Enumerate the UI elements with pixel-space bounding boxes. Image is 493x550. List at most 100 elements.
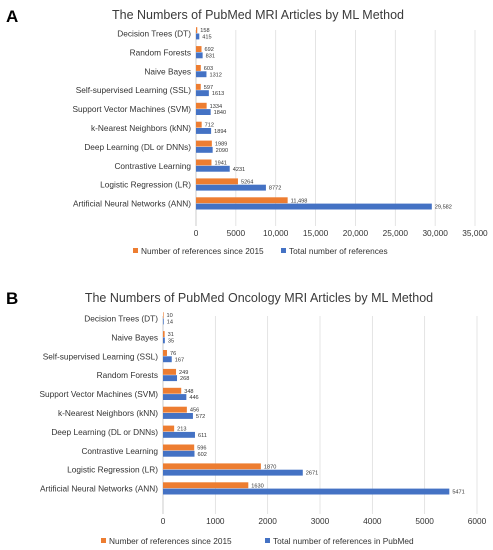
chart-b-data-label-since-2015-decision-trees-dt: 10 bbox=[167, 313, 173, 319]
chart-b-data-label-total-self-supervised-learning-ssl: 167 bbox=[175, 357, 184, 363]
chart-a-category-label-contrastive-learning: Contrastive Learning bbox=[114, 161, 191, 171]
chart-a-bar-since-2015-self-supervised-learning-ssl bbox=[196, 83, 201, 90]
chart-a-data-label-since-2015-k-nearest-neighbors-knn: 712 bbox=[205, 123, 214, 129]
chart-a-tick-label-30000: 30,000 bbox=[422, 228, 448, 238]
chart-b-bar-since-2015-support-vector-machines-svm bbox=[163, 387, 182, 394]
chart-a-data-label-since-2015-self-supervised-learning-ssl: 597 bbox=[204, 85, 213, 91]
chart-a-category-label-self-supervised-learning-ssl: Self-supervised Learning (SSL) bbox=[76, 85, 192, 95]
chart-b-data-label-total-contrastive-learning: 602 bbox=[198, 452, 207, 458]
chart-a-title: The Numbers of PubMed MRI Articles by ML… bbox=[112, 8, 404, 22]
legend-a-label-total: Total number of references bbox=[289, 246, 388, 256]
legend-b-label-since-2015: Number of references since 2015 bbox=[109, 536, 232, 546]
chart-b-data-label-total-decision-trees-dt: 14 bbox=[167, 320, 173, 326]
chart-b-category-label-self-supervised-learning-ssl: Self-supervised Learning (SSL) bbox=[43, 351, 159, 361]
chart-b-bar-total-contrastive-learning bbox=[163, 450, 195, 457]
chart-b-bar-since-2015-naive-bayes bbox=[163, 331, 165, 337]
chart-b-bar-total-artificial-neural-networks-ann bbox=[163, 488, 450, 495]
chart-a-category-label-artificial-neural-networks-ann: Artificial Neural Networks (ANN) bbox=[73, 199, 191, 209]
chart-b-bar-since-2015-decision-trees-dt bbox=[163, 312, 164, 319]
chart-b-data-label-since-2015-artificial-neural-networks-ann: 1630 bbox=[251, 483, 263, 489]
chart-b-bar-total-logistic-regression-lr bbox=[163, 469, 303, 476]
chart-a-tick-label-10000: 10,000 bbox=[263, 228, 289, 238]
chart-a-bar-since-2015-support-vector-machines-svm bbox=[196, 102, 207, 109]
chart-b-bar-since-2015-artificial-neural-networks-ann bbox=[163, 482, 249, 489]
chart-a-data-label-since-2015-random-forests: 692 bbox=[205, 47, 214, 53]
chart-a-data-label-since-2015-artificial-neural-networks-ann: 11,498 bbox=[291, 198, 308, 204]
chart-a-bar-total-deep-learning-dl-or-dnns bbox=[196, 146, 213, 153]
chart-a-category-label-logistic-regression-lr: Logistic Regression (LR) bbox=[100, 180, 191, 190]
chart-b-tick-label-2000: 2000 bbox=[258, 516, 277, 526]
chart-b-data-label-since-2015-support-vector-machines-svm: 348 bbox=[184, 389, 193, 395]
chart-b-data-label-since-2015-self-supervised-learning-ssl: 76 bbox=[170, 351, 176, 357]
chart-a-bars bbox=[196, 27, 432, 210]
chart-b-bar-since-2015-logistic-regression-lr bbox=[163, 463, 261, 470]
chart-a-data-label-total-logistic-regression-lr: 8772 bbox=[269, 186, 281, 192]
chart-a-category-labels: Decision Trees (DT) Random Forests Naive B… bbox=[72, 29, 191, 209]
chart-a-bar-total-k-nearest-neighbors-knn bbox=[196, 128, 212, 134]
chart-b: B The Numbers of PubMed Oncology MRI Art… bbox=[6, 289, 487, 546]
chart-a-data-label-total-self-supervised-learning-ssl: 1613 bbox=[212, 91, 224, 97]
chart-b-bar-total-random-forests bbox=[163, 375, 178, 382]
chart-b-category-labels: Decision Trees (DT) Naive Bayes Self-super… bbox=[39, 314, 158, 494]
chart-b-data-label-total-artificial-neural-networks-ann: 5471 bbox=[452, 490, 464, 496]
legend-a-swatch-total bbox=[281, 248, 286, 253]
chart-a-data-label-total-artificial-neural-networks-ann: 29,582 bbox=[435, 205, 452, 211]
legend-a-label-since-2015: Number of references since 2015 bbox=[141, 246, 264, 256]
chart-b-category-label-artificial-neural-networks-ann: Artificial Neural Networks (ANN) bbox=[40, 484, 158, 494]
chart-a-data-label-since-2015-logistic-regression-lr: 5264 bbox=[241, 179, 253, 185]
panel-a-letter: A bbox=[6, 7, 18, 26]
chart-b-bar-total-naive-bayes bbox=[163, 337, 165, 344]
chart-b-data-label-since-2015-logistic-regression-lr: 1870 bbox=[264, 464, 276, 470]
chart-b-bar-since-2015-random-forests bbox=[163, 368, 177, 375]
chart-a-data-label-total-k-nearest-neighbors-knn: 1894 bbox=[214, 129, 226, 135]
chart-a-gridlines bbox=[195, 30, 476, 226]
chart-a-category-label-support-vector-machines-svm: Support Vector Machines (SVM) bbox=[72, 104, 191, 114]
chart-a-data-label-total-deep-learning-dl-or-dnns: 2090 bbox=[216, 148, 228, 154]
chart-b-bar-since-2015-k-nearest-neighbors-knn bbox=[163, 406, 187, 413]
chart-a: A The Numbers of PubMed MRI Articles by … bbox=[6, 7, 488, 256]
chart-a-data-label-since-2015-contrastive-learning: 1941 bbox=[214, 161, 226, 167]
chart-b-data-label-since-2015-deep-learning-dl-or-dnns: 213 bbox=[177, 427, 186, 433]
chart-b-data-label-total-k-nearest-neighbors-knn: 572 bbox=[196, 414, 205, 420]
chart-a-tick-label-0: 0 bbox=[194, 228, 199, 238]
chart-a-legend: Number of references since 2015 Total nu… bbox=[133, 246, 388, 256]
chart-b-tick-labels: 0 1000 2000 3000 4000 5000 6000 bbox=[161, 516, 487, 526]
chart-b-tick-label-5000: 5000 bbox=[415, 516, 434, 526]
chart-a-bar-total-support-vector-machines-svm bbox=[196, 109, 211, 115]
chart-b-data-label-since-2015-naive-bayes: 31 bbox=[168, 332, 174, 338]
chart-b-category-label-naive-bayes: Naive Bayes bbox=[111, 332, 158, 342]
chart-b-category-label-deep-learning-dl-or-dnns: Deep Learning (DL or DNNs) bbox=[51, 427, 158, 437]
chart-b-category-label-decision-trees-dt: Decision Trees (DT) bbox=[84, 314, 158, 324]
chart-a-data-label-since-2015-support-vector-machines-svm: 1334 bbox=[210, 104, 222, 110]
chart-a-data-label-since-2015-deep-learning-dl-or-dnns: 1989 bbox=[215, 142, 227, 148]
chart-b-tick-label-3000: 3000 bbox=[311, 516, 330, 526]
chart-b-data-label-total-deep-learning-dl-or-dnns: 611 bbox=[198, 433, 207, 439]
chart-a-data-label-total-support-vector-machines-svm: 1840 bbox=[214, 110, 226, 116]
chart-a-category-label-naive-bayes: Naive Bayes bbox=[144, 66, 191, 76]
chart-b-bar-total-deep-learning-dl-or-dnns bbox=[163, 431, 195, 438]
chart-a-bar-since-2015-contrastive-learning bbox=[196, 159, 212, 166]
legend-a-swatch-since-2015 bbox=[133, 248, 138, 253]
chart-b-bars bbox=[163, 312, 450, 495]
chart-a-data-label-total-naive-bayes: 1312 bbox=[209, 72, 221, 78]
legend-b-label-total: Total number of references in PubMed bbox=[273, 536, 414, 546]
chart-b-category-label-k-nearest-neighbors-knn: k-Nearest Neighbors (kNN) bbox=[58, 408, 158, 418]
chart-a-bar-total-logistic-regression-lr bbox=[196, 184, 266, 191]
chart-a-bar-since-2015-logistic-regression-lr bbox=[196, 178, 238, 185]
chart-b-bar-total-support-vector-machines-svm bbox=[163, 394, 187, 400]
chart-a-tick-label-25000: 25,000 bbox=[383, 228, 409, 238]
chart-b-category-label-support-vector-machines-svm: Support Vector Machines (SVM) bbox=[39, 389, 158, 399]
chart-a-tick-labels: 0 5000 10,000 15,000 20,000 25,000 30,000 35,00… bbox=[194, 228, 488, 238]
chart-b-bar-since-2015-self-supervised-learning-ssl bbox=[163, 350, 167, 356]
chart-a-bar-since-2015-k-nearest-neighbors-knn bbox=[196, 121, 202, 128]
chart-a-bar-since-2015-artificial-neural-networks-ann bbox=[196, 197, 288, 204]
chart-a-bar-since-2015-random-forests bbox=[196, 46, 202, 52]
chart-b-bar-total-self-supervised-learning-ssl bbox=[163, 356, 172, 363]
chart-a-data-label-since-2015-decision-trees-dt: 158 bbox=[200, 28, 209, 34]
chart-b-bar-since-2015-contrastive-learning bbox=[163, 444, 195, 451]
chart-a-bar-total-self-supervised-learning-ssl bbox=[196, 90, 209, 97]
chart-b-tick-label-1000: 1000 bbox=[206, 516, 225, 526]
chart-b-data-label-since-2015-k-nearest-neighbors-knn: 456 bbox=[190, 408, 199, 414]
